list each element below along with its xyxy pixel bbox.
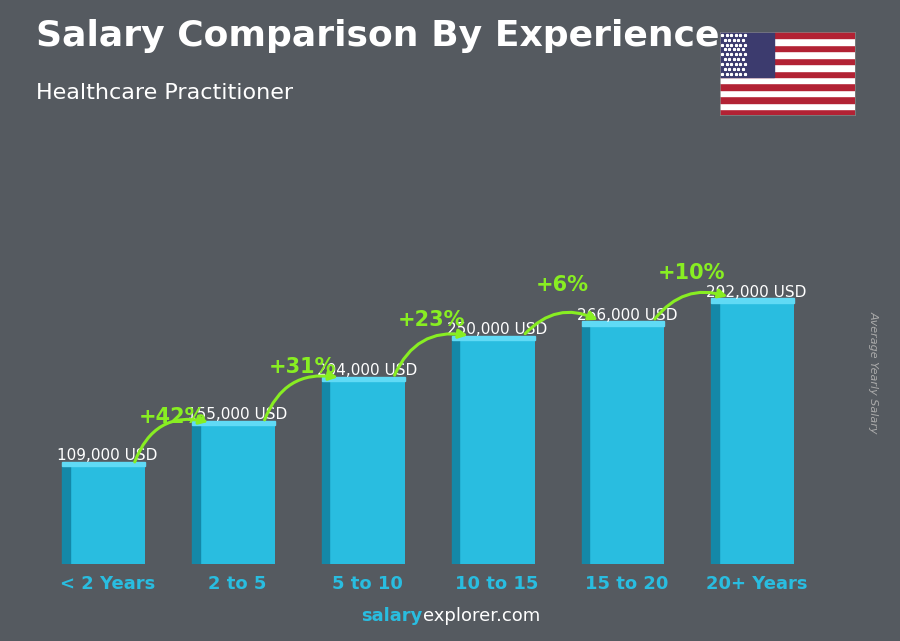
Text: Healthcare Practitioner: Healthcare Practitioner	[36, 83, 293, 103]
Text: +6%: +6%	[536, 276, 589, 296]
Bar	[720, 38, 855, 45]
Text: 266,000 USD: 266,000 USD	[577, 308, 677, 323]
Bar	[192, 420, 274, 425]
Bar	[720, 83, 855, 90]
Text: +23%: +23%	[398, 310, 466, 330]
Bar	[200, 425, 274, 564]
Bar	[192, 425, 200, 564]
Text: 204,000 USD: 204,000 USD	[317, 363, 418, 378]
Bar	[720, 64, 855, 71]
Text: +42%: +42%	[139, 408, 206, 428]
Bar	[720, 77, 855, 83]
Text: 250,000 USD: 250,000 USD	[446, 322, 547, 337]
Bar	[70, 467, 145, 564]
Bar	[711, 303, 719, 564]
Text: 292,000 USD: 292,000 USD	[706, 285, 806, 300]
Bar	[62, 462, 145, 467]
Bar	[590, 326, 664, 564]
Bar	[62, 467, 70, 564]
Bar	[581, 326, 590, 564]
Bar	[322, 377, 405, 381]
Bar	[720, 32, 774, 77]
Bar	[720, 109, 855, 115]
Bar	[720, 103, 855, 109]
Bar	[720, 96, 855, 103]
Text: +31%: +31%	[268, 356, 336, 377]
Bar	[581, 321, 664, 326]
Text: 109,000 USD: 109,000 USD	[58, 447, 158, 463]
Bar	[329, 381, 405, 564]
Text: Average Yearly Salary: Average Yearly Salary	[868, 310, 878, 433]
Text: salary: salary	[362, 607, 423, 625]
Bar	[720, 90, 855, 96]
Text: 155,000 USD: 155,000 USD	[187, 407, 287, 422]
Bar	[452, 340, 459, 564]
Bar	[720, 71, 855, 77]
Bar	[720, 51, 855, 58]
Bar	[711, 298, 794, 303]
Bar	[720, 58, 855, 64]
Text: Salary Comparison By Experience: Salary Comparison By Experience	[36, 19, 719, 53]
Bar	[322, 381, 329, 564]
Bar	[452, 335, 535, 340]
Text: +10%: +10%	[658, 263, 725, 283]
Text: explorer.com: explorer.com	[423, 607, 540, 625]
Bar	[719, 303, 794, 564]
Bar	[720, 45, 855, 51]
Bar	[720, 32, 855, 38]
Bar	[459, 340, 535, 564]
